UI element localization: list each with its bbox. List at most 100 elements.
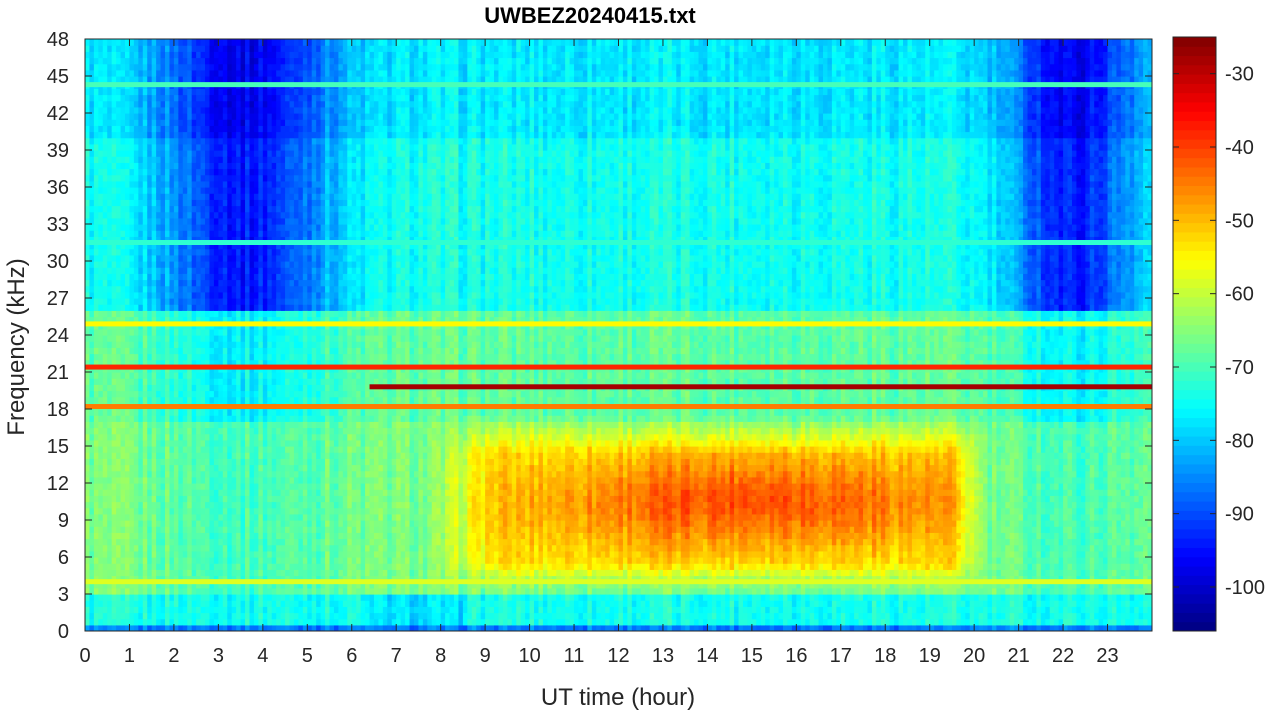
spectrogram-cell (272, 391, 277, 398)
spectrogram-cell (178, 187, 183, 194)
spectrogram-cell (218, 588, 223, 595)
spectrogram-cell (254, 119, 259, 126)
spectrogram-cell (134, 132, 139, 139)
spectrogram-cell (232, 304, 237, 311)
spectrogram-cell (192, 113, 197, 120)
spectrogram-cell (169, 181, 174, 188)
spectrogram-cell (147, 292, 152, 299)
spectrogram-cell (116, 76, 121, 83)
spectrogram-cell (201, 545, 206, 552)
spectrogram-cell (263, 267, 268, 274)
spectrogram-cell (169, 144, 174, 151)
spectrogram-cell (121, 206, 126, 213)
spectrogram-cell (201, 489, 206, 496)
spectrogram-cell (183, 557, 188, 564)
spectrogram-cell (192, 415, 197, 422)
spectrogram-cell (267, 341, 272, 348)
spectrogram-cell (89, 169, 94, 176)
spectrogram-cell (241, 354, 246, 361)
spectrogram-cell (272, 113, 277, 120)
spectrogram-cell (307, 600, 312, 607)
spectrogram-cell (138, 446, 143, 453)
spectrogram-cell (294, 169, 299, 176)
spectrogram-cell (254, 378, 259, 385)
spectrogram-cell (205, 88, 210, 95)
spectrogram-cell (263, 563, 268, 570)
spectrogram-cell (245, 162, 250, 169)
spectrogram-cell (267, 335, 272, 342)
spectrogram-cell (156, 409, 161, 416)
spectrogram-cell (227, 310, 232, 317)
spectrogram-cell (116, 64, 121, 71)
spectrogram-cell (223, 101, 228, 108)
spectrogram-cell (232, 70, 237, 77)
spectrogram-cell (214, 101, 219, 108)
spectrogram-cell (218, 101, 223, 108)
spectrogram-cell (138, 563, 143, 570)
spectrogram-cell (143, 119, 148, 126)
spectrogram-cell (250, 446, 255, 453)
spectrogram-cell (129, 298, 134, 305)
spectrogram-cell (169, 458, 174, 465)
spectrogram-cell (161, 45, 166, 52)
spectrogram-cell (152, 477, 157, 484)
spectrogram-cell (129, 101, 134, 108)
spectrogram-cell (223, 495, 228, 502)
spectrogram-cell (134, 58, 139, 65)
spectrogram-cell (218, 434, 223, 441)
spectrogram-cell (303, 224, 308, 231)
spectrogram-cell (303, 613, 308, 620)
spectrogram-cell (98, 218, 103, 225)
spectrogram-cell (272, 372, 277, 379)
spectrogram-cell (116, 391, 121, 398)
spectrogram-cell (236, 107, 241, 114)
spectrogram-cell (103, 397, 108, 404)
spectrogram-cell (236, 391, 241, 398)
spectrogram-cell (258, 249, 263, 256)
spectrogram-cell (183, 292, 188, 299)
spectrogram-cell (161, 409, 166, 416)
spectrogram-cell (276, 428, 281, 435)
spectrogram-cell (183, 514, 188, 521)
spectrogram-cell (298, 169, 303, 176)
spectrogram-cell (290, 193, 295, 200)
spectrogram-cell (187, 249, 192, 256)
spectrogram-cell (263, 452, 268, 459)
spectrogram-cell (98, 502, 103, 509)
spectrogram-cell (201, 514, 206, 521)
spectrogram-cell (307, 286, 312, 293)
spectrogram-cell (94, 51, 99, 58)
spectrogram-cell (250, 144, 255, 151)
spectrogram-cell (187, 273, 192, 280)
spectrogram-cell (152, 378, 157, 385)
spectrogram-cell (201, 45, 206, 52)
spectrogram-cell (196, 162, 201, 169)
spectrogram-cell (245, 45, 250, 52)
spectrogram-cell (125, 465, 130, 472)
spectrogram-cell (129, 181, 134, 188)
spectrogram-cell (201, 162, 206, 169)
spectrogram-cell (94, 409, 99, 416)
spectrogram-cell (192, 95, 197, 102)
spectrogram-cell (192, 329, 197, 336)
spectrogram-cell (307, 619, 312, 626)
spectrogram-cell (245, 397, 250, 404)
spectrogram-cell (143, 415, 148, 422)
spectrogram-cell (236, 156, 241, 163)
spectrogram-cell (290, 588, 295, 595)
spectrogram-cell (294, 613, 299, 620)
spectrogram-cell (250, 132, 255, 139)
spectrogram-cell (107, 526, 112, 533)
spectrogram-cell (218, 514, 223, 521)
spectrogram-cell (245, 304, 250, 311)
spectrogram-cell (205, 218, 210, 225)
spectrogram-cell (258, 471, 263, 478)
spectrogram-cell (147, 64, 152, 71)
spectrogram-cell (147, 539, 152, 546)
spectrogram-cell (187, 162, 192, 169)
spectrogram-cell (267, 421, 272, 428)
spectrogram-cell (89, 39, 94, 46)
spectrogram-cell (178, 329, 183, 336)
spectrogram-cell (236, 606, 241, 613)
spectrogram-cell (98, 193, 103, 200)
